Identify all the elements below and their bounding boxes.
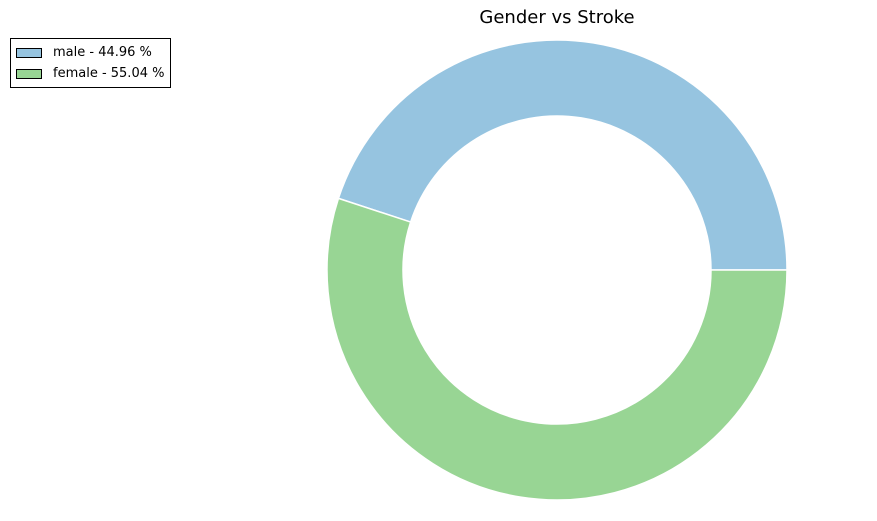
legend-item-male: male - 44.96 % bbox=[16, 42, 164, 63]
legend-item-female: female - 55.04 % bbox=[16, 63, 164, 84]
legend: male - 44.96 % female - 55.04 % bbox=[10, 38, 172, 88]
legend-swatch-male bbox=[16, 47, 42, 58]
legend-label-female: female - 55.04 % bbox=[53, 66, 165, 81]
donut-slice-female bbox=[326, 197, 788, 501]
legend-label-male: male - 44.96 % bbox=[53, 45, 152, 60]
donut-slice-male bbox=[337, 39, 788, 271]
legend-swatch-female bbox=[16, 68, 42, 79]
chart-title: Gender vs Stroke bbox=[479, 7, 635, 28]
